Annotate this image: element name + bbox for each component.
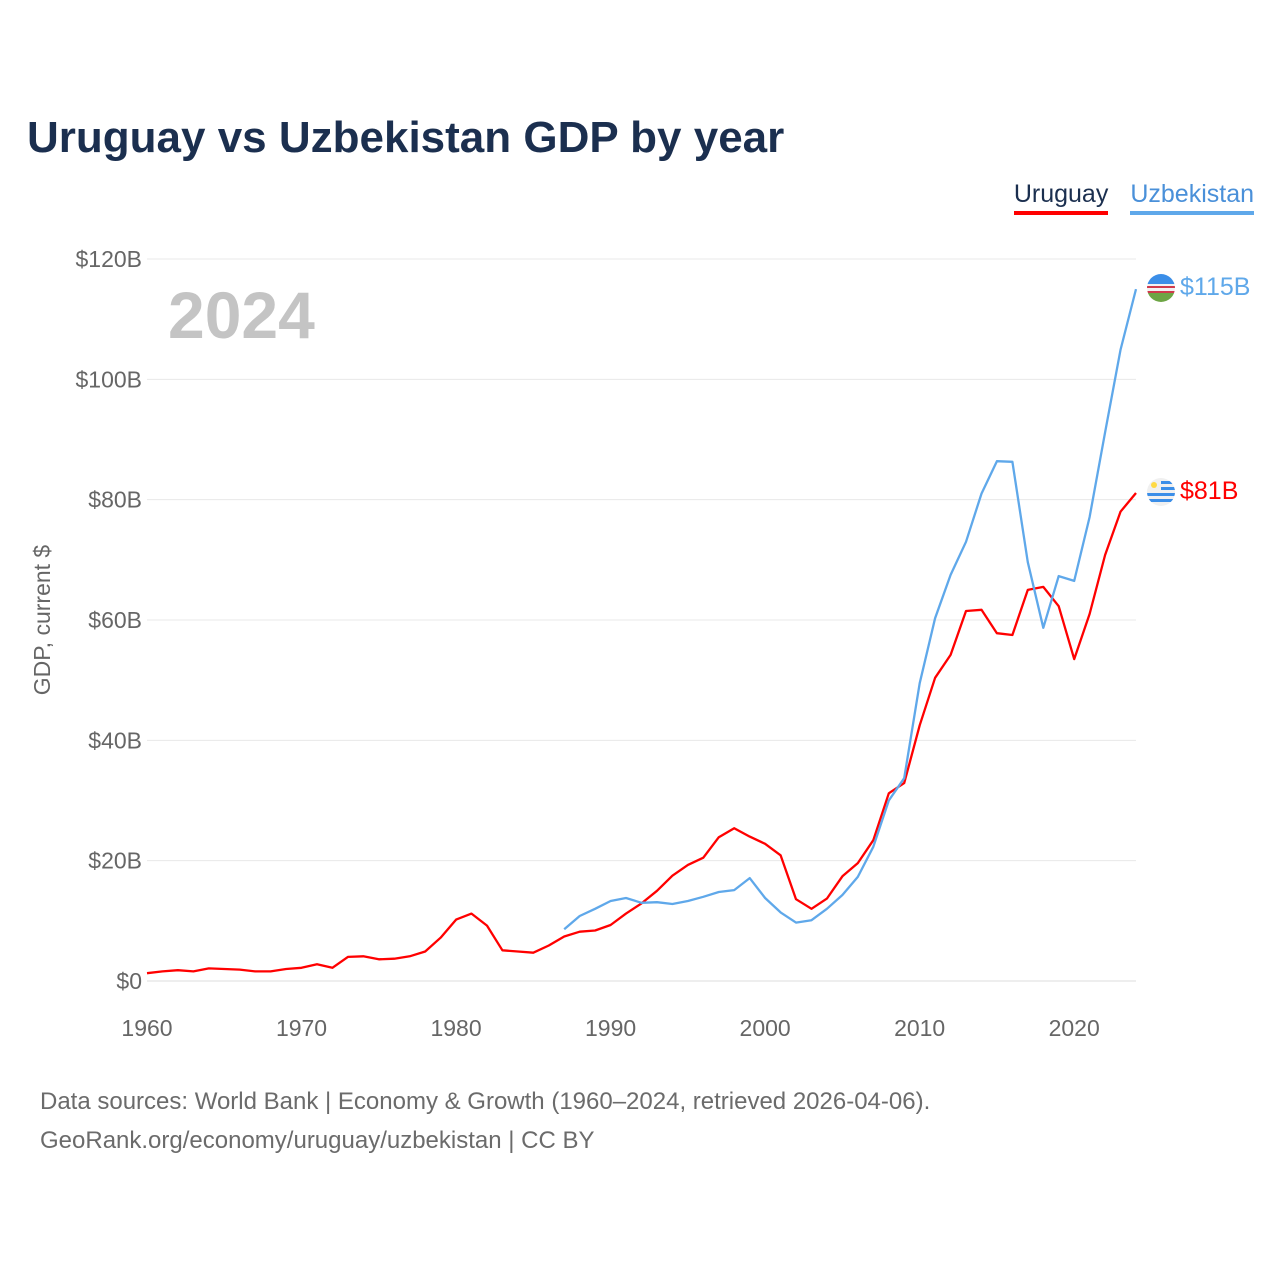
legend-uzbekistan[interactable]: Uzbekistan [1130,180,1254,215]
series-line-uruguay [146,492,1137,975]
x-tick-label: 2010 [894,1015,945,1041]
uruguay-end-label: $81B [1180,477,1238,505]
y-tick-label: $120B [75,246,142,272]
series-line-uzbekistan [563,288,1138,931]
x-tick-label: 1970 [276,1015,327,1041]
footer-sources: Data sources: World Bank | Economy & Gro… [40,1088,931,1115]
uruguay-flag-icon [1147,478,1175,506]
y-axis-label: GDP, current $ [29,545,55,696]
uzbekistan-flag-icon [1147,274,1175,302]
y-tick-label: $60B [88,607,142,633]
legend: Uruguay Uzbekistan [1013,180,1254,215]
x-tick-label: 1990 [585,1015,636,1041]
x-tick-label: 2020 [1049,1015,1100,1041]
y-tick-label: $0 [116,968,142,994]
x-tick-label: 2000 [740,1015,791,1041]
x-tick-label: 1980 [430,1015,481,1041]
y-tick-label: $100B [75,366,142,392]
legend-uruguay[interactable]: Uruguay [1013,180,1109,215]
chart-title: Uruguay vs Uzbekistan GDP by year [27,113,785,162]
footer-link[interactable]: GeoRank.org/economy/uruguay/uzbekistan |… [40,1127,595,1154]
y-tick-label: $20B [88,848,142,874]
x-tick-label: 1960 [121,1015,172,1041]
year-label: 2024 [168,278,315,352]
footer: Data sources: World Bank | Economy & Gro… [40,1082,930,1160]
y-tick-label: $40B [88,727,142,753]
uzbekistan-end-label: $115B [1180,273,1250,301]
y-tick-label: $80B [88,487,142,513]
